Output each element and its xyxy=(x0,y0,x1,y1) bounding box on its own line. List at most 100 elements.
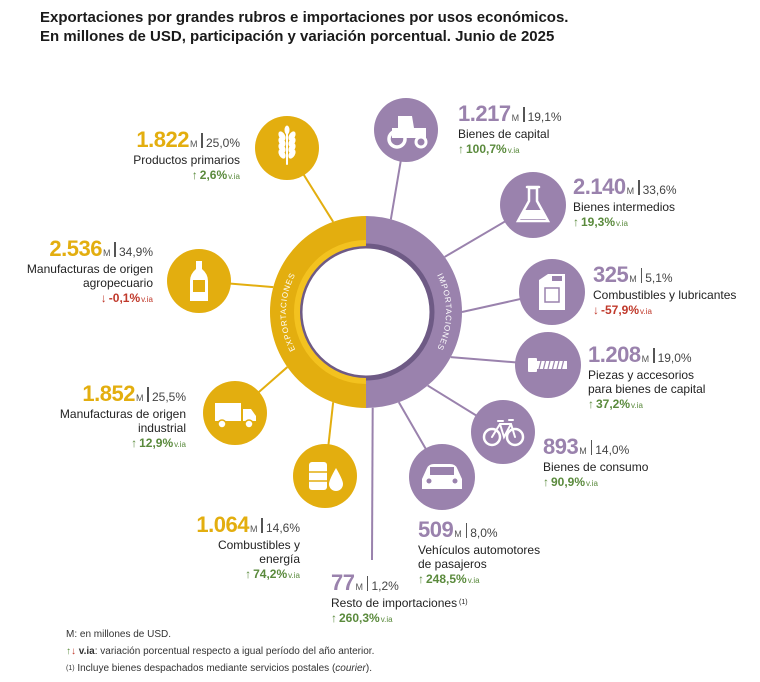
import-item-2-separator xyxy=(638,180,640,195)
import-item-3-label: 325M 5,1% Combustibles y lubricantes ↓ -57,9… xyxy=(593,262,736,320)
export-item-3-via: v.ia xyxy=(174,440,186,449)
footnote-1-end: ). xyxy=(365,663,372,674)
footnote-m: M: en millones de USD. xyxy=(66,629,172,640)
import-item-1-value-line: 1.217M 19,1% xyxy=(458,101,562,127)
import-item-5-bubble xyxy=(471,400,535,464)
import-item-2-label: 2.140M 33,6% Bienes intermedios ↑ 19,3%v.ia xyxy=(573,174,677,232)
footnote-1: (1) Incluye bienes despachados mediante … xyxy=(66,660,374,677)
import-item-7-variation: ↑ 260,3%v.ia xyxy=(331,610,468,628)
chart-title: Exportaciones por grandes rubros e impor… xyxy=(40,8,568,46)
arrow-up-icon: ↑ xyxy=(418,572,424,586)
bolt-thread xyxy=(551,360,556,370)
import-item-4-value-line: 1.208M 19,0% xyxy=(588,342,716,368)
import-item-1-via: v.ia xyxy=(507,146,520,155)
jerrycan-handle xyxy=(552,276,562,281)
import-item-4-variation: ↑ 37,2%v.ia xyxy=(588,396,716,414)
barrel xyxy=(309,462,327,490)
export-item-2-via: v.ia xyxy=(141,295,153,304)
export-item-1-share: 25,0% xyxy=(205,136,240,150)
export-item-1-variation: ↑ 2,6%v.ia xyxy=(133,167,240,185)
export-item-2-value: 2.536 xyxy=(49,236,102,261)
bottle-label xyxy=(193,280,205,292)
footnotes: M: en millones de USD. ↑↓ v.ia: variació… xyxy=(66,626,374,677)
truck-cab xyxy=(243,409,256,421)
import-item-4-bubble xyxy=(515,332,581,398)
export-item-3-variation-value: 12,9% xyxy=(139,436,174,450)
import-item-6-label: 509M 8,0% Vehículos automotores de pasajer… xyxy=(418,517,546,589)
chart-title-line1: Exportaciones por grandes rubros e impor… xyxy=(40,9,569,26)
import-item-2-variation: ↑ 19,3%v.ia xyxy=(573,214,677,232)
footnote-1-italic: courier xyxy=(335,663,366,674)
wheat-icon xyxy=(278,125,296,165)
tractor-big-wheel xyxy=(387,129,407,149)
import-item-1-name: Bienes de capital xyxy=(458,127,550,141)
export-item-2-share: 34,9% xyxy=(118,245,153,259)
import-item-3-share: 5,1% xyxy=(645,271,673,285)
truck-cargo xyxy=(215,403,241,421)
import-item-3-bubble xyxy=(519,259,585,325)
import-item-2-name: Bienes intermedios xyxy=(573,200,676,214)
import-item-4-unit: M xyxy=(641,354,650,364)
export-item-4-share: 14,6% xyxy=(265,521,300,535)
arrow-down-icon: ↓ xyxy=(71,646,76,657)
tractor-small-wheel xyxy=(414,135,428,149)
footnote-1-text: Incluye bienes despachados mediante serv… xyxy=(77,663,336,674)
import-item-7-unit: M xyxy=(355,582,363,592)
export-item-4-unit: M xyxy=(249,524,258,534)
import-item-2-share: 33,6% xyxy=(642,183,677,197)
export-item-4-value: 1.064 xyxy=(196,512,249,537)
import-item-4-value: 1.208 xyxy=(588,342,641,367)
import-item-7-note: (1) xyxy=(457,599,468,606)
export-item-4-variation-value: 74,2% xyxy=(253,567,288,581)
import-item-5-value-line: 893M 14,0% xyxy=(543,434,648,460)
export-item-2-bubble xyxy=(167,249,231,313)
export-item-2-value-line: 2.536M 34,9% xyxy=(25,236,153,262)
bolt-shank xyxy=(537,361,567,369)
import-item-2-variation-value: 19,3% xyxy=(581,215,616,229)
import-item-5-share: 14,0% xyxy=(595,443,630,457)
drop xyxy=(329,468,343,491)
arrow-up-icon: ↑ xyxy=(245,567,252,581)
import-item-4-separator xyxy=(653,348,655,363)
export-item-1-name: Productos primarios xyxy=(133,153,240,167)
import-item-3-value: 325 xyxy=(593,262,629,287)
footnote-via-key: v.ia xyxy=(78,646,95,657)
bicycle-icon xyxy=(482,419,525,447)
export-item-4-value-line: 1.064M 14,6% xyxy=(188,512,300,538)
bottle-icon xyxy=(190,261,208,301)
car-light xyxy=(452,478,458,484)
import-item-7-variation-value: 260,3% xyxy=(339,611,380,625)
export-item-4-label: 1.064M 14,6% Combustibles y energía ↑ 74,2%v… xyxy=(188,512,300,584)
export-item-1-via: v.ia xyxy=(228,172,240,181)
export-item-3-separator xyxy=(147,387,149,402)
import-item-4-share: 19,0% xyxy=(657,351,692,365)
imports-inner-ring xyxy=(297,243,435,381)
export-item-3-value-line: 1.852M 25,5% xyxy=(58,381,186,407)
bike-wheel xyxy=(482,427,502,447)
import-item-4-via: v.ia xyxy=(631,401,643,410)
import-item-3-separator xyxy=(640,268,643,283)
arrow-up-icon: ↑ xyxy=(543,475,549,489)
footnote-via-text: : variación porcentual respecto a igual … xyxy=(94,646,375,657)
tractor-icon xyxy=(387,116,428,149)
export-item-3-name: Manufacturas de origen industrial xyxy=(59,407,186,435)
truck-wheel xyxy=(244,419,254,429)
export-item-2-variation: ↓ -0,1%v.ia xyxy=(25,290,153,308)
import-item-6-variation-value: 248,5% xyxy=(426,572,467,586)
wheat-grain xyxy=(278,149,286,159)
wheat-grain xyxy=(288,149,296,159)
export-item-1-value: 1.822 xyxy=(136,127,189,152)
chart-title-line2: En millones de USD, participación y vari… xyxy=(40,28,555,45)
import-item-4-variation-value: 37,2% xyxy=(596,397,631,411)
import-item-1-unit: M xyxy=(511,113,520,123)
import-item-5-separator xyxy=(590,440,593,455)
import-item-3-variation: ↓ -57,9%v.ia xyxy=(593,302,736,320)
import-item-5-name: Bienes de consumo xyxy=(543,460,649,474)
exports-ring-segment xyxy=(269,216,366,408)
import-item-2-value: 2.140 xyxy=(573,174,626,199)
arrow-down-icon: ↓ xyxy=(593,303,599,317)
import-item-5-variation-value: 90,9% xyxy=(551,475,586,489)
import-item-5-value: 893 xyxy=(543,434,579,459)
arrow-down-icon: ↓ xyxy=(100,291,107,305)
